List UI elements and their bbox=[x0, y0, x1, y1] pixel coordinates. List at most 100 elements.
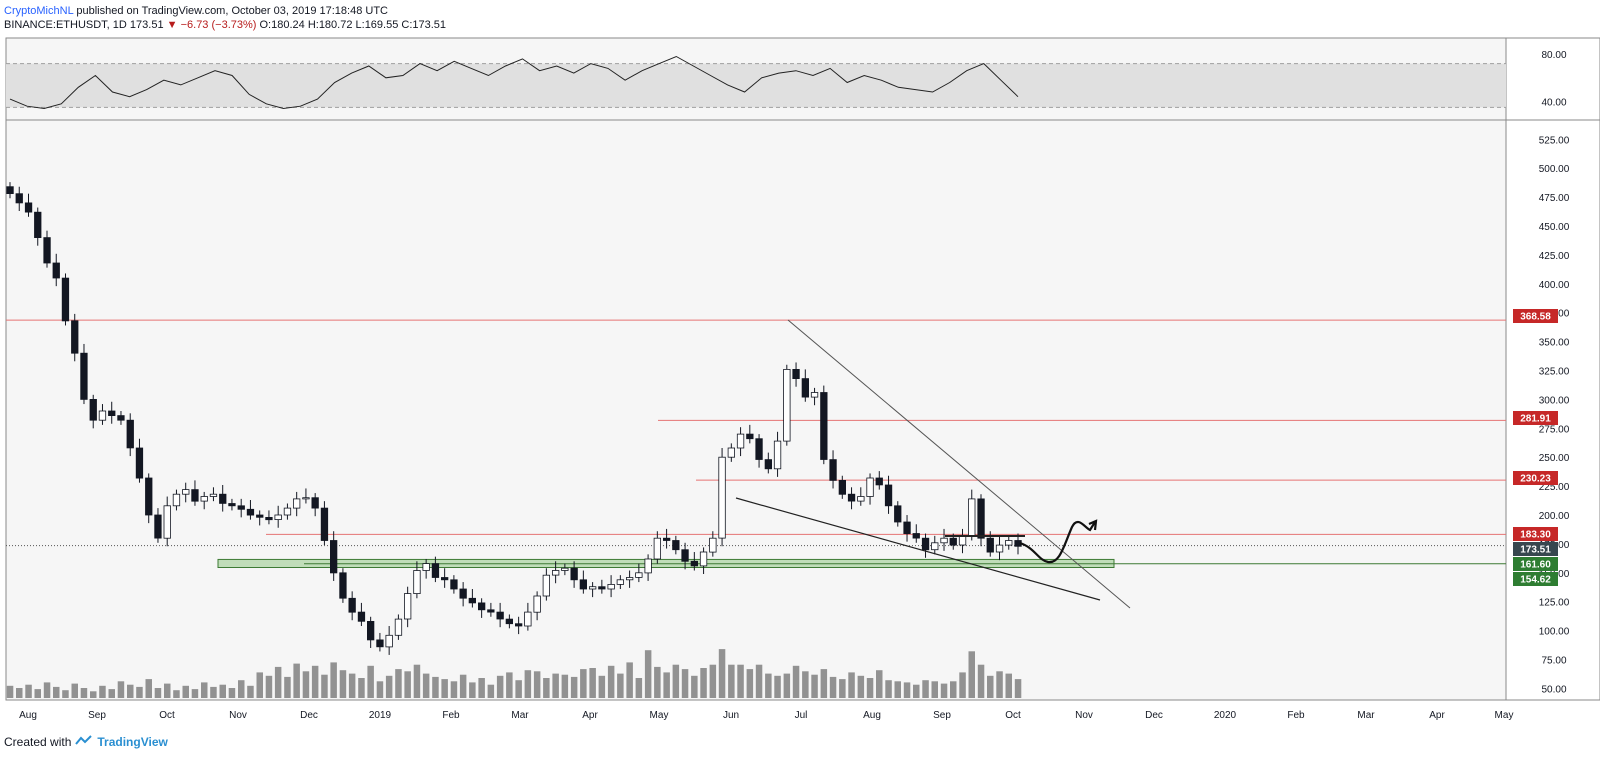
candle-body bbox=[357, 611, 366, 622]
price-tick-label: 100.00 bbox=[1539, 627, 1570, 638]
candle bbox=[376, 632, 384, 652]
volume-bar bbox=[848, 672, 855, 698]
volume-bar bbox=[506, 672, 513, 698]
candle bbox=[191, 480, 199, 506]
candle bbox=[117, 411, 125, 425]
volume-bar bbox=[210, 686, 217, 698]
candle bbox=[838, 475, 846, 499]
candles bbox=[6, 182, 1022, 655]
volume-bar bbox=[977, 664, 985, 698]
volume-bar bbox=[1005, 673, 1012, 698]
volume-bar bbox=[1014, 679, 1022, 698]
candle-body bbox=[810, 392, 819, 398]
candle-body bbox=[875, 477, 883, 486]
candle-body bbox=[209, 493, 218, 497]
candle-body bbox=[265, 517, 273, 521]
created-with-text: Created with bbox=[4, 735, 72, 749]
candle-body bbox=[237, 505, 245, 510]
candle-body bbox=[98, 410, 107, 421]
candle-body bbox=[145, 477, 153, 516]
volume-bar bbox=[228, 688, 236, 698]
volume-bar bbox=[330, 662, 337, 698]
drawings bbox=[735, 319, 1131, 609]
candle-body bbox=[283, 507, 292, 516]
candle-body bbox=[977, 498, 985, 539]
volume-bar bbox=[617, 673, 624, 698]
tradingview-brand[interactable]: TradingView bbox=[97, 735, 168, 749]
candle-body bbox=[672, 540, 680, 551]
candle-body bbox=[477, 602, 486, 611]
time-tick-label: 2019 bbox=[369, 710, 392, 721]
volume-bar bbox=[182, 685, 189, 698]
candle-body bbox=[413, 570, 421, 595]
candle bbox=[727, 443, 735, 462]
candle-body bbox=[783, 368, 791, 442]
candle bbox=[709, 531, 717, 557]
volume-bar bbox=[672, 664, 680, 698]
volume-bar bbox=[792, 665, 800, 698]
volume-bar bbox=[117, 681, 125, 698]
candle-body bbox=[598, 586, 606, 590]
candle-body bbox=[663, 537, 671, 541]
resistance-levels bbox=[6, 319, 1506, 547]
candle-body bbox=[727, 447, 735, 458]
time-tick-label: Dec bbox=[300, 710, 318, 721]
candle-body bbox=[496, 611, 504, 620]
candle-body bbox=[894, 505, 902, 523]
price-tick-label: 250.00 bbox=[1539, 453, 1570, 464]
volume-bar bbox=[136, 686, 143, 698]
candle bbox=[626, 570, 634, 588]
price-label-box bbox=[1513, 309, 1558, 323]
volume-bar bbox=[922, 680, 929, 698]
price-tick-label: 400.00 bbox=[1539, 280, 1570, 291]
candle-body bbox=[607, 584, 615, 590]
candle-body bbox=[903, 521, 911, 535]
publish-info: published on TradingView.com, October 03… bbox=[76, 5, 389, 17]
candle bbox=[145, 473, 153, 524]
candle-body bbox=[89, 398, 97, 421]
price-tick-label: 275.00 bbox=[1539, 424, 1570, 435]
price-tick-label: 225.00 bbox=[1539, 482, 1570, 493]
rsi-pane bbox=[6, 55, 1506, 110]
candle bbox=[570, 561, 578, 588]
candle-body bbox=[792, 368, 800, 379]
price-change: −6.73 (−3.73%) bbox=[180, 19, 257, 31]
chart-header: CryptoMichNL published on TradingView.co… bbox=[4, 4, 446, 32]
volume-bar bbox=[857, 675, 865, 698]
candle bbox=[810, 387, 819, 406]
price-label-text: 230.23 bbox=[1520, 474, 1551, 485]
candle-body bbox=[126, 419, 134, 449]
price-tick-label: 50.00 bbox=[1541, 684, 1566, 695]
author-link[interactable]: CryptoMichNL bbox=[4, 5, 74, 17]
volume-bar bbox=[940, 683, 948, 698]
candle-body bbox=[394, 618, 403, 636]
volume-bar bbox=[274, 666, 282, 698]
candle-body bbox=[986, 537, 994, 553]
price-label-text: 173.51 bbox=[1520, 545, 1551, 556]
price-label-text: 161.60 bbox=[1520, 560, 1551, 571]
candle bbox=[237, 498, 245, 518]
candle bbox=[487, 602, 495, 617]
volume-bar bbox=[422, 673, 430, 698]
candle bbox=[884, 475, 893, 514]
candle bbox=[653, 531, 661, 564]
candle-body bbox=[515, 623, 523, 627]
volume-bar bbox=[737, 664, 744, 698]
candle-body bbox=[912, 533, 920, 539]
time-tick-label: May bbox=[650, 710, 669, 721]
volume-bar bbox=[376, 681, 384, 698]
candle-body bbox=[311, 497, 319, 509]
price-label-box bbox=[1513, 572, 1558, 586]
candle bbox=[302, 488, 310, 504]
candle-body bbox=[154, 514, 162, 539]
candle bbox=[699, 547, 708, 574]
volume-bar bbox=[709, 664, 717, 698]
candle-body bbox=[135, 447, 144, 479]
price-tick-label: 450.00 bbox=[1539, 222, 1570, 233]
price-label: 173.51 bbox=[1513, 542, 1558, 556]
candle-body bbox=[71, 320, 79, 354]
candle bbox=[154, 508, 162, 543]
candle-body bbox=[52, 262, 60, 279]
candle bbox=[43, 230, 51, 268]
